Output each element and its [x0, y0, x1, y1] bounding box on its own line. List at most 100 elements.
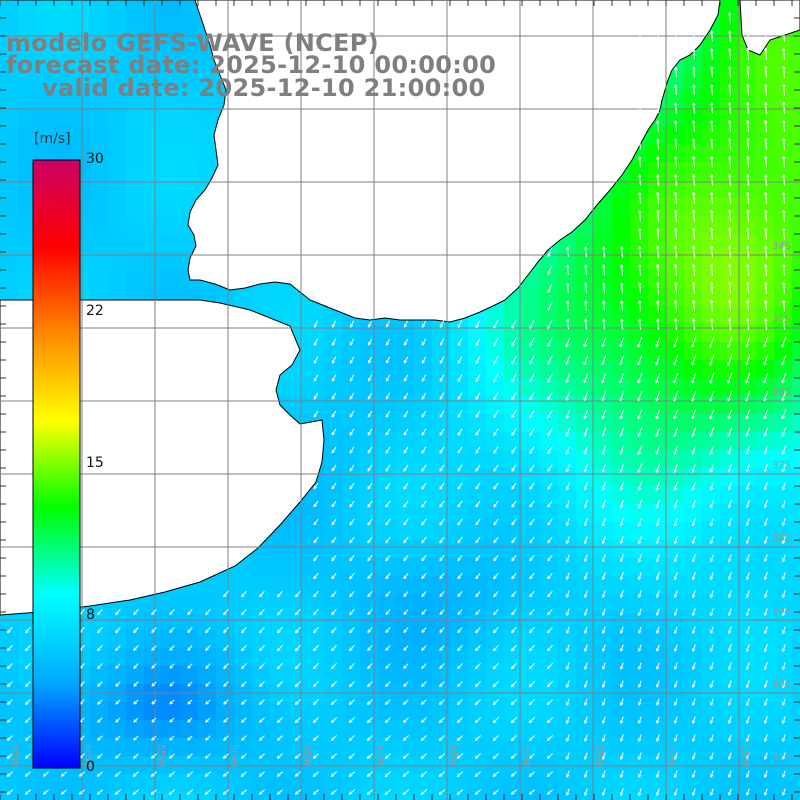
wind-speed-cell — [756, 72, 775, 91]
wind-arrow — [638, 228, 642, 240]
wind-speed-cell — [36, 18, 55, 37]
wind-speed-cell — [558, 594, 577, 613]
wind-arrow — [709, 209, 714, 223]
wind-arrow — [745, 155, 750, 168]
wind-speed-cell — [576, 252, 595, 271]
wind-arrow — [583, 499, 588, 509]
wind-speed-cell — [648, 252, 667, 271]
wind-speed-cell — [144, 234, 163, 253]
wind-speed-cell — [18, 90, 37, 109]
wind-speed-cell — [216, 774, 235, 793]
wind-speed-cell — [702, 774, 721, 793]
wind-arrow — [584, 246, 588, 258]
wind-arrow — [620, 318, 624, 330]
wind-speed-cell — [162, 666, 181, 685]
wind-arrow — [457, 464, 463, 472]
wind-speed-cell — [612, 486, 631, 505]
wind-speed-cell — [792, 468, 800, 487]
wind-speed-cell — [72, 774, 91, 793]
wind-arrow — [673, 227, 678, 240]
wind-arrow — [781, 354, 787, 366]
wind-arrow — [710, 30, 714, 42]
wind-speed-cell — [378, 540, 397, 559]
wind-arrow — [691, 281, 696, 295]
wind-arrow — [781, 155, 786, 168]
wind-speed-cell — [108, 666, 127, 685]
wind-arrow — [656, 174, 660, 186]
wind-arrow — [655, 354, 661, 366]
wind-speed-cell — [756, 162, 775, 181]
wind-speed-cell — [558, 630, 577, 649]
wind-speed-cell — [720, 666, 739, 685]
wind-speed-cell — [558, 558, 577, 577]
wind-speed-cell — [234, 288, 253, 307]
wind-speed-cell — [396, 612, 415, 631]
wind-speed-cell — [702, 450, 721, 469]
wind-speed-cell — [666, 126, 685, 145]
wind-arrow — [349, 482, 355, 490]
wind-speed-cell — [504, 738, 523, 757]
wind-arrow — [728, 12, 732, 24]
wind-speed-cell — [450, 342, 469, 361]
wind-arrow — [421, 410, 427, 418]
wind-speed-cell — [54, 90, 73, 109]
wind-speed-cell — [738, 612, 757, 631]
wind-speed-cell — [0, 126, 19, 145]
wind-arrow — [781, 227, 786, 240]
wind-speed-cell — [576, 576, 595, 595]
wind-speed-cell — [468, 666, 487, 685]
wind-arrow — [349, 500, 355, 508]
wind-speed-cell — [396, 756, 415, 775]
wind-speed-cell — [144, 108, 163, 127]
wind-speed-cell — [486, 612, 505, 631]
wind-speed-cell — [432, 792, 451, 800]
wind-speed-cell — [342, 558, 361, 577]
wind-speed-cell — [756, 540, 775, 559]
wind-speed-cell — [486, 504, 505, 523]
wind-speed-cell — [684, 702, 703, 721]
wind-speed-cell — [0, 0, 19, 19]
wind-speed-cell — [288, 378, 307, 397]
wind-arrow — [620, 264, 624, 276]
wind-arrow — [638, 84, 642, 95]
wind-speed-cell — [792, 612, 800, 631]
wind-speed-cell — [108, 756, 127, 775]
wind-speed-cell — [432, 432, 451, 451]
wind-speed-cell — [288, 702, 307, 721]
wind-arrow — [728, 66, 732, 78]
wind-speed-cell — [630, 180, 649, 199]
wind-speed-cell — [288, 720, 307, 739]
wind-speed-cell — [198, 792, 217, 800]
wind-speed-cell — [738, 108, 757, 127]
wind-speed-cell — [270, 612, 289, 631]
wind-arrow — [745, 191, 750, 204]
wind-arrow — [638, 318, 642, 330]
wind-speed-cell — [666, 630, 685, 649]
wind-arrow — [638, 102, 642, 114]
wind-speed-cell — [108, 216, 127, 235]
wind-speed-cell — [504, 594, 523, 613]
wind-speed-cell — [378, 774, 397, 793]
wind-speed-cell — [612, 648, 631, 667]
wind-speed-cell — [198, 594, 217, 613]
wind-speed-cell — [684, 162, 703, 181]
longitude-label: 45W — [301, 744, 312, 767]
wind-speed-cell — [342, 774, 361, 793]
wind-arrow — [493, 337, 499, 347]
wind-speed-cell — [540, 792, 559, 800]
wind-speed-cell — [504, 522, 523, 541]
wind-arrow — [727, 481, 732, 491]
wind-speed-cell — [198, 774, 217, 793]
wind-speed-cell — [432, 594, 451, 613]
wind-speed-cell — [414, 576, 433, 595]
wind-speed-cell — [36, 0, 55, 19]
wind-speed-cell — [612, 702, 631, 721]
wind-arrow — [673, 409, 679, 420]
wind-speed-cell — [342, 432, 361, 451]
wind-speed-cell — [162, 720, 181, 739]
wind-speed-cell — [306, 360, 325, 379]
wind-speed-cell — [720, 558, 739, 577]
wind-speed-cell — [0, 756, 19, 775]
wind-arrow — [637, 354, 643, 366]
wind-arrow — [691, 173, 696, 186]
